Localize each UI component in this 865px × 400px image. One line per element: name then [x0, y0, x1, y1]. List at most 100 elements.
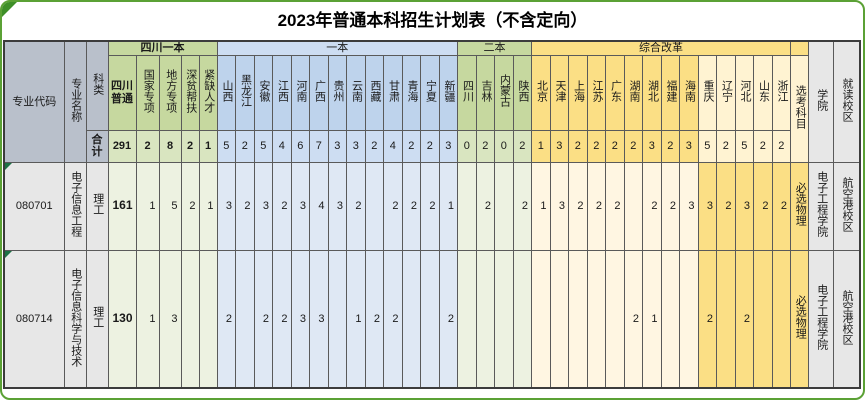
value-cell: 3 [158, 249, 182, 389]
value-cell: 1 [135, 249, 160, 389]
total-cell: 2 [586, 129, 606, 163]
value-cell: 2 [475, 161, 495, 251]
total-cell: 2 [568, 129, 588, 163]
college-cell: 电子工程学院 [808, 249, 834, 389]
value-cell: 161 [107, 161, 137, 251]
value-cell: 2 [346, 161, 366, 251]
value-cell: 1 [438, 161, 458, 251]
column-header-cell: 辽宁 [716, 54, 736, 131]
value-cell: 2 [272, 161, 292, 251]
value-cell [771, 249, 791, 389]
column-header-cell: 宁夏 [420, 54, 440, 131]
subject-cell-label: 必选物理 [794, 182, 807, 227]
value-cell: 1 [198, 161, 218, 251]
college-cell-label: 电子工程学院 [815, 171, 828, 238]
value-cell: 2 [586, 161, 606, 251]
value-cell [549, 249, 569, 389]
value-cell: 130 [107, 249, 137, 389]
column-header-cell-label: 海南 [683, 79, 696, 102]
total-cell: 2 [771, 129, 791, 163]
column-header-cell-label: 北京 [535, 79, 548, 102]
total-cell: 2 [753, 129, 773, 163]
code-cell: 080714 [3, 249, 65, 389]
column-header-cell: 深贫帮扶 [180, 54, 200, 131]
value-cell [716, 249, 736, 389]
value-cell: 2 [605, 161, 625, 251]
value-cell [753, 249, 773, 389]
header-category-label: 科类 [91, 73, 104, 95]
value-cell: 1 [642, 249, 662, 389]
corner-accent [2, 2, 17, 17]
column-header-cell: 山东 [753, 54, 773, 131]
total-cell: 3 [679, 129, 699, 163]
value-cell: 2 [401, 161, 421, 251]
header-major-name-label: 专业名称 [69, 78, 82, 122]
value-cell: 2 [512, 161, 532, 251]
total-cell: 0 [494, 129, 514, 163]
value-cell [180, 249, 200, 389]
total-cell: 2 [716, 129, 736, 163]
column-header-cell-label: 贵州 [332, 79, 345, 102]
value-cell [327, 249, 347, 389]
column-header-cell-label: 重庆 [702, 79, 715, 102]
column-header-cell: 福建 [660, 54, 680, 131]
value-cell: 3 [290, 161, 310, 251]
header-major-name: 专业名称 [63, 40, 87, 163]
value-cell [531, 249, 551, 389]
column-header-cell: 地方专项 [158, 54, 182, 131]
value-cell: 3 [327, 161, 347, 251]
total-row: 合计 291 2 8 2 1 5 2 5 4 6 7 3 3 2 4 2 2 3 0 2 0 2 1 3 2 2 2 2 3 2 3 5 2 5 2 2 [4, 129, 860, 163]
category-cell-label: 理工 [91, 306, 104, 329]
total-cell: 2 [512, 129, 532, 163]
value-cell: 2 [642, 161, 662, 251]
column-header-cell: 江苏 [586, 54, 606, 131]
value-cell: 2 [716, 161, 736, 251]
value-cell [494, 161, 514, 251]
column-header-cell: 西藏 [364, 54, 384, 131]
value-cell: 2 [697, 249, 717, 389]
total-cell: 3 [642, 129, 662, 163]
subject-cell: 必选物理 [790, 249, 809, 389]
column-header-cell-label: 辽宁 [720, 79, 733, 102]
value-cell [623, 161, 643, 251]
header-category: 科类 [85, 40, 109, 131]
column-header-cell: 北京 [531, 54, 551, 131]
column-header-cell-label: 浙江 [776, 79, 789, 102]
college-cell: 电子工程学院 [808, 161, 834, 251]
total-cell: 2 [475, 129, 495, 163]
column-header-cell-label: 安徽 [258, 79, 271, 102]
column-header-cell-label: 山西 [221, 79, 234, 102]
total-cell: 4 [383, 129, 403, 163]
group-header-cell: 综合改革 [531, 40, 791, 56]
value-cell [457, 161, 477, 251]
total-cell: 2 [235, 129, 255, 163]
column-header-cell-label: 湖南 [628, 79, 641, 102]
value-cell [494, 249, 514, 389]
value-cell: 5 [158, 161, 182, 251]
value-cell: 3 [253, 161, 273, 251]
column-header-cell-label: 河北 [739, 79, 752, 102]
value-cell: 2 [216, 249, 236, 389]
value-cell [568, 249, 588, 389]
column-header-cell-label: 深贫帮扶 [184, 68, 197, 113]
column-header-cell: 浙江 [771, 54, 791, 131]
value-cell [198, 249, 218, 389]
total-cell: 2 [135, 129, 160, 163]
column-header-cell: 陕西 [512, 54, 532, 131]
column-header-cell: 河北 [734, 54, 754, 131]
value-cell [512, 249, 532, 389]
total-cell: 3 [327, 129, 347, 163]
column-header-cell-label: 上海 [572, 79, 585, 102]
column-header-cell-label: 广西 [313, 79, 326, 102]
column-header-cell: 青海 [401, 54, 421, 131]
value-cell [475, 249, 495, 389]
value-cell: 2 [660, 161, 680, 251]
total-cell: 2 [623, 129, 643, 163]
subject-cell: 必选物理 [790, 161, 809, 251]
total-cell: 2 [605, 129, 625, 163]
value-cell: 2 [771, 161, 791, 251]
category-cell: 理工 [85, 161, 109, 251]
header-college: 学院 [808, 40, 834, 163]
table-head: 专业代码 专业名称 科类 四川一本 一本 二本 综合改革 学院 就读校区 四川普通 国家专项 地方专项… [3, 40, 860, 163]
value-cell: 3 [734, 161, 754, 251]
